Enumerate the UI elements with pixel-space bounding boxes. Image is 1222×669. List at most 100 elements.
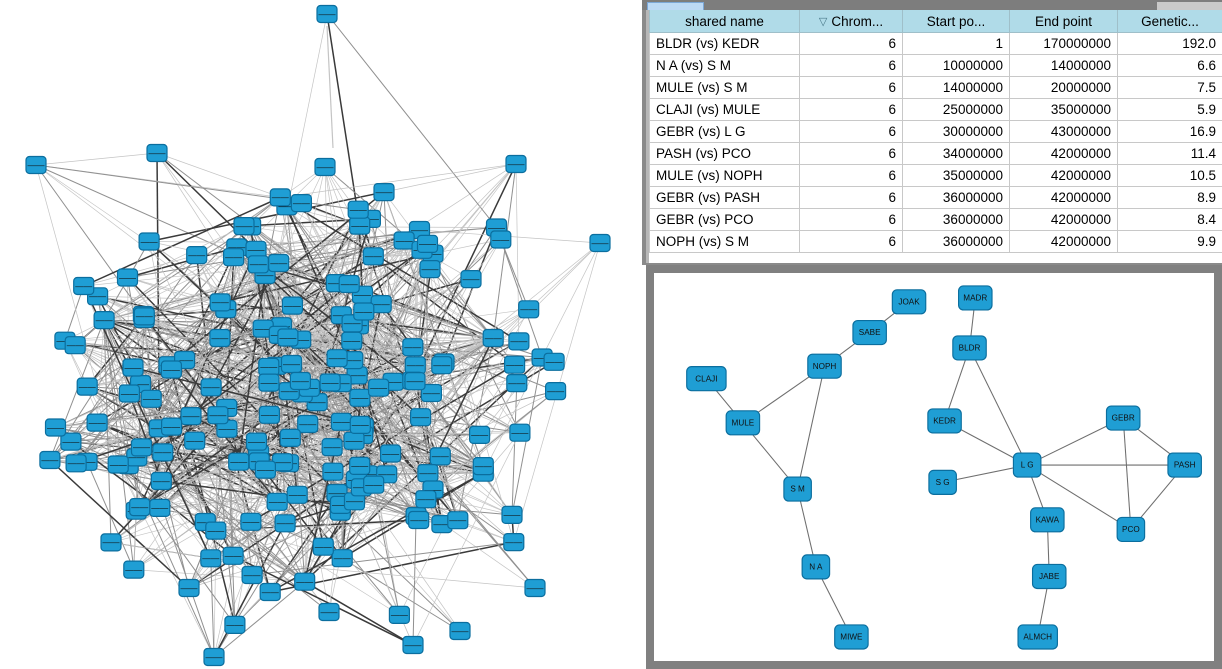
network-node[interactable] <box>39 450 61 470</box>
network-node[interactable] <box>353 302 375 321</box>
network-node[interactable] <box>268 253 290 273</box>
network-edge[interactable] <box>103 225 251 321</box>
network-node[interactable] <box>149 498 171 517</box>
network-edge[interactable] <box>217 283 350 416</box>
network-edge[interactable] <box>797 366 826 490</box>
network-node[interactable] <box>429 447 451 466</box>
table-row[interactable]: BLDR (vs) KEDR 6 1 170000000 192.0 <box>649 32 1222 55</box>
network-edge[interactable] <box>226 407 236 625</box>
network-edge[interactable] <box>128 393 163 482</box>
network-node[interactable] <box>269 188 291 207</box>
node-shape[interactable] <box>952 335 987 361</box>
network-node[interactable] <box>589 233 611 253</box>
network-edge[interactable] <box>1026 464 1132 530</box>
cell-shared_name[interactable]: MULE (vs) NOPH <box>649 164 800 187</box>
network-edge[interactable] <box>83 254 197 287</box>
cell-shared_name[interactable]: BLDR (vs) KEDR <box>649 32 800 55</box>
cell-genetic[interactable]: 6.6 <box>1117 54 1222 77</box>
network-edge[interactable] <box>168 191 385 366</box>
node-shape[interactable] <box>927 408 962 434</box>
network-node[interactable] <box>274 514 296 533</box>
network-edge[interactable] <box>127 277 282 327</box>
network-node[interactable] <box>254 460 276 479</box>
network-node[interactable] <box>245 432 268 451</box>
network-node[interactable]: JABE <box>1031 563 1067 590</box>
network-edge[interactable] <box>797 488 817 568</box>
cell-start_point[interactable]: 14000000 <box>902 76 1010 99</box>
network-node[interactable] <box>294 572 316 591</box>
cell-shared_name[interactable]: GEBR (vs) PASH <box>649 186 800 209</box>
network-edge[interactable] <box>286 206 337 284</box>
network-node[interactable] <box>180 407 202 426</box>
cell-chromosome[interactable]: 6 <box>799 230 903 253</box>
network-edge[interactable] <box>412 516 417 646</box>
network-node[interactable] <box>277 328 299 347</box>
network-edge[interactable] <box>356 375 536 589</box>
network-node[interactable] <box>469 425 491 444</box>
network-edge[interactable] <box>117 464 236 626</box>
network-edge[interactable] <box>412 432 521 646</box>
network-node[interactable] <box>290 194 312 213</box>
network-node[interactable] <box>130 438 153 457</box>
network-edge[interactable] <box>500 239 543 358</box>
network-node[interactable] <box>503 532 525 552</box>
node-shape[interactable] <box>1012 452 1042 478</box>
network-edge[interactable] <box>160 262 280 482</box>
network-edge[interactable] <box>386 337 494 475</box>
network-node[interactable] <box>178 578 200 598</box>
cell-start_point[interactable]: 25000000 <box>902 98 1010 121</box>
network-edge[interactable] <box>127 229 420 278</box>
table-header-chromosome[interactable]: ▽ Chrom... <box>799 10 903 33</box>
left-network-canvas[interactable]: ————————————————————————————————————————… <box>0 0 642 669</box>
cell-chromosome[interactable]: 6 <box>799 32 903 55</box>
node-shape[interactable] <box>1116 516 1146 543</box>
network-edge[interactable] <box>184 359 458 521</box>
network-node[interactable] <box>209 328 231 348</box>
network-edge[interactable] <box>35 164 227 310</box>
network-node[interactable] <box>209 293 231 312</box>
network-node[interactable] <box>138 232 160 251</box>
cell-end_point[interactable]: 43000000 <box>1009 120 1118 143</box>
cell-start_point[interactable]: 36000000 <box>902 208 1010 231</box>
cell-end_point[interactable]: 42000000 <box>1009 208 1118 231</box>
cell-end_point[interactable]: 20000000 <box>1009 76 1118 99</box>
network-edge[interactable] <box>64 285 85 341</box>
network-node[interactable]: GEBR <box>1105 405 1141 431</box>
cell-genetic[interactable]: 11.4 <box>1117 142 1222 165</box>
network-node[interactable] <box>504 355 526 374</box>
table-header-genetic[interactable]: Genetic... <box>1117 10 1222 33</box>
network-node[interactable] <box>203 647 225 667</box>
cell-chromosome[interactable]: 6 <box>799 98 903 121</box>
network-edge[interactable] <box>362 191 385 295</box>
network-node[interactable] <box>286 485 308 504</box>
network-edge[interactable] <box>110 434 363 543</box>
network-node[interactable] <box>281 296 303 315</box>
network-node[interactable] <box>60 432 82 451</box>
node-shape[interactable] <box>1030 507 1065 533</box>
network-node[interactable] <box>118 384 141 403</box>
network-edge[interactable] <box>316 401 441 457</box>
network-edge[interactable] <box>159 340 353 509</box>
network-node[interactable] <box>312 537 334 556</box>
network-node[interactable] <box>322 462 344 481</box>
network-edge[interactable] <box>412 278 472 348</box>
network-edge[interactable] <box>304 581 414 646</box>
network-edge[interactable] <box>1122 417 1132 530</box>
network-node[interactable] <box>419 260 441 279</box>
network-edge[interactable] <box>126 276 338 494</box>
network-edge[interactable] <box>133 440 355 570</box>
network-node[interactable] <box>205 521 227 540</box>
network-edge[interactable] <box>427 243 515 543</box>
network-node[interactable] <box>341 331 363 350</box>
network-node[interactable] <box>447 511 469 530</box>
network-node[interactable] <box>393 231 415 250</box>
cell-chromosome[interactable]: 6 <box>799 164 903 187</box>
network-node[interactable] <box>326 349 348 368</box>
network-edge[interactable] <box>412 337 494 348</box>
network-node[interactable] <box>404 356 426 375</box>
network-edge[interactable] <box>282 337 494 463</box>
network-edge[interactable] <box>96 320 105 423</box>
network-node[interactable] <box>280 354 303 374</box>
network-node[interactable] <box>472 457 494 476</box>
node-shape[interactable] <box>852 319 887 346</box>
